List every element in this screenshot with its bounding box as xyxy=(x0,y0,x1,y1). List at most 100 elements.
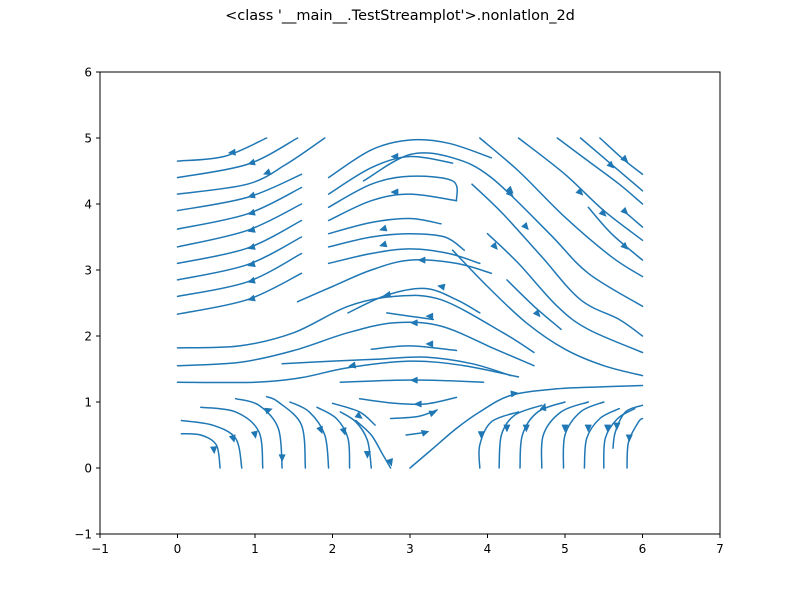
streamline xyxy=(370,345,458,352)
x-tick-label: 4 xyxy=(484,542,492,556)
streamline xyxy=(327,217,442,235)
stream-arrowhead xyxy=(604,424,612,433)
streamline xyxy=(176,236,303,281)
streamline xyxy=(517,137,644,242)
stream-arrowhead xyxy=(390,152,399,161)
stream-arrowhead xyxy=(510,390,519,398)
x-tick-label: 0 xyxy=(174,542,182,556)
streamline xyxy=(587,206,644,261)
y-axis: −1 0 1 2 3 4 5 6 xyxy=(74,66,100,542)
stream-arrowhead xyxy=(584,424,592,433)
streamline xyxy=(451,249,644,377)
stream-arrowhead xyxy=(378,240,388,248)
streamline xyxy=(358,396,458,406)
streamline xyxy=(599,137,644,176)
stream-arrowhead xyxy=(250,430,258,439)
stream-arrowhead xyxy=(425,340,434,348)
streamline xyxy=(562,401,605,469)
stream-arrowhead xyxy=(247,208,256,216)
y-tick-label: 2 xyxy=(84,330,92,344)
y-tick-label: 5 xyxy=(84,132,92,146)
streamline xyxy=(176,173,303,212)
streamline xyxy=(265,395,307,469)
streamline xyxy=(327,232,466,251)
stream-arrowhead xyxy=(316,425,323,435)
streamline xyxy=(176,219,303,265)
stream-arrowhead xyxy=(606,160,615,169)
stream-arrowhead xyxy=(413,400,422,408)
stream-arrowhead xyxy=(247,158,256,166)
stream-arrowhead xyxy=(386,458,394,467)
x-tick-label: 2 xyxy=(329,542,337,556)
stream-arrowhead xyxy=(382,290,392,298)
stream-arrowhead xyxy=(347,361,357,369)
stream-arrowhead xyxy=(503,424,511,433)
streamline xyxy=(362,152,644,308)
streamline xyxy=(281,356,512,377)
stream-arrowhead xyxy=(620,206,629,215)
stream-arrowhead xyxy=(620,241,629,250)
y-tick-label: 0 xyxy=(84,462,92,476)
stream-arrowhead xyxy=(598,208,607,217)
streamline xyxy=(471,183,644,337)
streamline xyxy=(176,252,303,298)
streamline xyxy=(327,193,458,222)
stream-arrowhead xyxy=(378,224,388,232)
stream-arrowhead xyxy=(247,243,256,250)
stream-arrowhead xyxy=(417,256,426,264)
streamline xyxy=(347,287,481,314)
stream-arrowhead xyxy=(278,454,286,463)
stream-arrowhead xyxy=(264,407,273,415)
chart-title: <class '__main__.TestStreamplot'>.nonlat… xyxy=(225,8,575,24)
streamline xyxy=(176,321,535,367)
arrowheads-layer xyxy=(209,148,633,467)
streamline xyxy=(176,137,268,162)
x-tick-label: −1 xyxy=(91,542,109,556)
stream-arrowhead xyxy=(228,434,236,443)
streamline xyxy=(506,279,562,331)
streamline xyxy=(409,384,644,469)
streamline xyxy=(327,175,458,209)
stream-arrowhead xyxy=(521,221,529,231)
streamline xyxy=(176,294,535,354)
streamline xyxy=(612,404,644,449)
stream-arrowhead xyxy=(425,312,434,320)
streamline xyxy=(176,137,326,195)
stream-arrowhead xyxy=(505,185,514,194)
stream-arrowhead xyxy=(477,431,485,440)
x-tick-label: 7 xyxy=(716,542,724,556)
stream-arrowhead xyxy=(437,283,446,291)
stream-arrowhead xyxy=(575,187,584,196)
stream-arrowhead xyxy=(625,434,633,443)
streamline xyxy=(176,137,299,179)
stream-arrowhead xyxy=(561,424,569,433)
stream-arrowhead xyxy=(613,422,621,431)
streamlines-layer xyxy=(176,137,644,469)
stream-arrowhead xyxy=(247,191,256,199)
streamline xyxy=(176,203,303,248)
streamline xyxy=(234,397,283,469)
streamline xyxy=(327,138,493,179)
stream-arrowhead xyxy=(532,309,541,318)
stream-arrowhead xyxy=(390,188,399,196)
x-tick-label: 6 xyxy=(639,542,647,556)
stream-arrowhead xyxy=(354,411,363,419)
stream-arrowhead xyxy=(247,260,256,268)
stream-arrowhead xyxy=(247,294,256,302)
stream-arrowhead xyxy=(262,168,272,175)
stream-arrowhead xyxy=(539,402,547,412)
streamline xyxy=(386,312,435,321)
stream-arrowhead xyxy=(522,424,530,433)
stream-arrowhead xyxy=(339,427,347,436)
y-tick-label: 1 xyxy=(84,396,92,410)
y-tick-label: 6 xyxy=(84,66,92,80)
streamline xyxy=(176,186,303,230)
streamline xyxy=(339,411,373,469)
streamline xyxy=(540,401,590,469)
streamline xyxy=(327,155,454,195)
streamline xyxy=(289,401,330,469)
stream-arrowhead xyxy=(247,225,256,233)
stream-arrowhead xyxy=(363,451,371,459)
y-tick-label: 3 xyxy=(84,264,92,278)
